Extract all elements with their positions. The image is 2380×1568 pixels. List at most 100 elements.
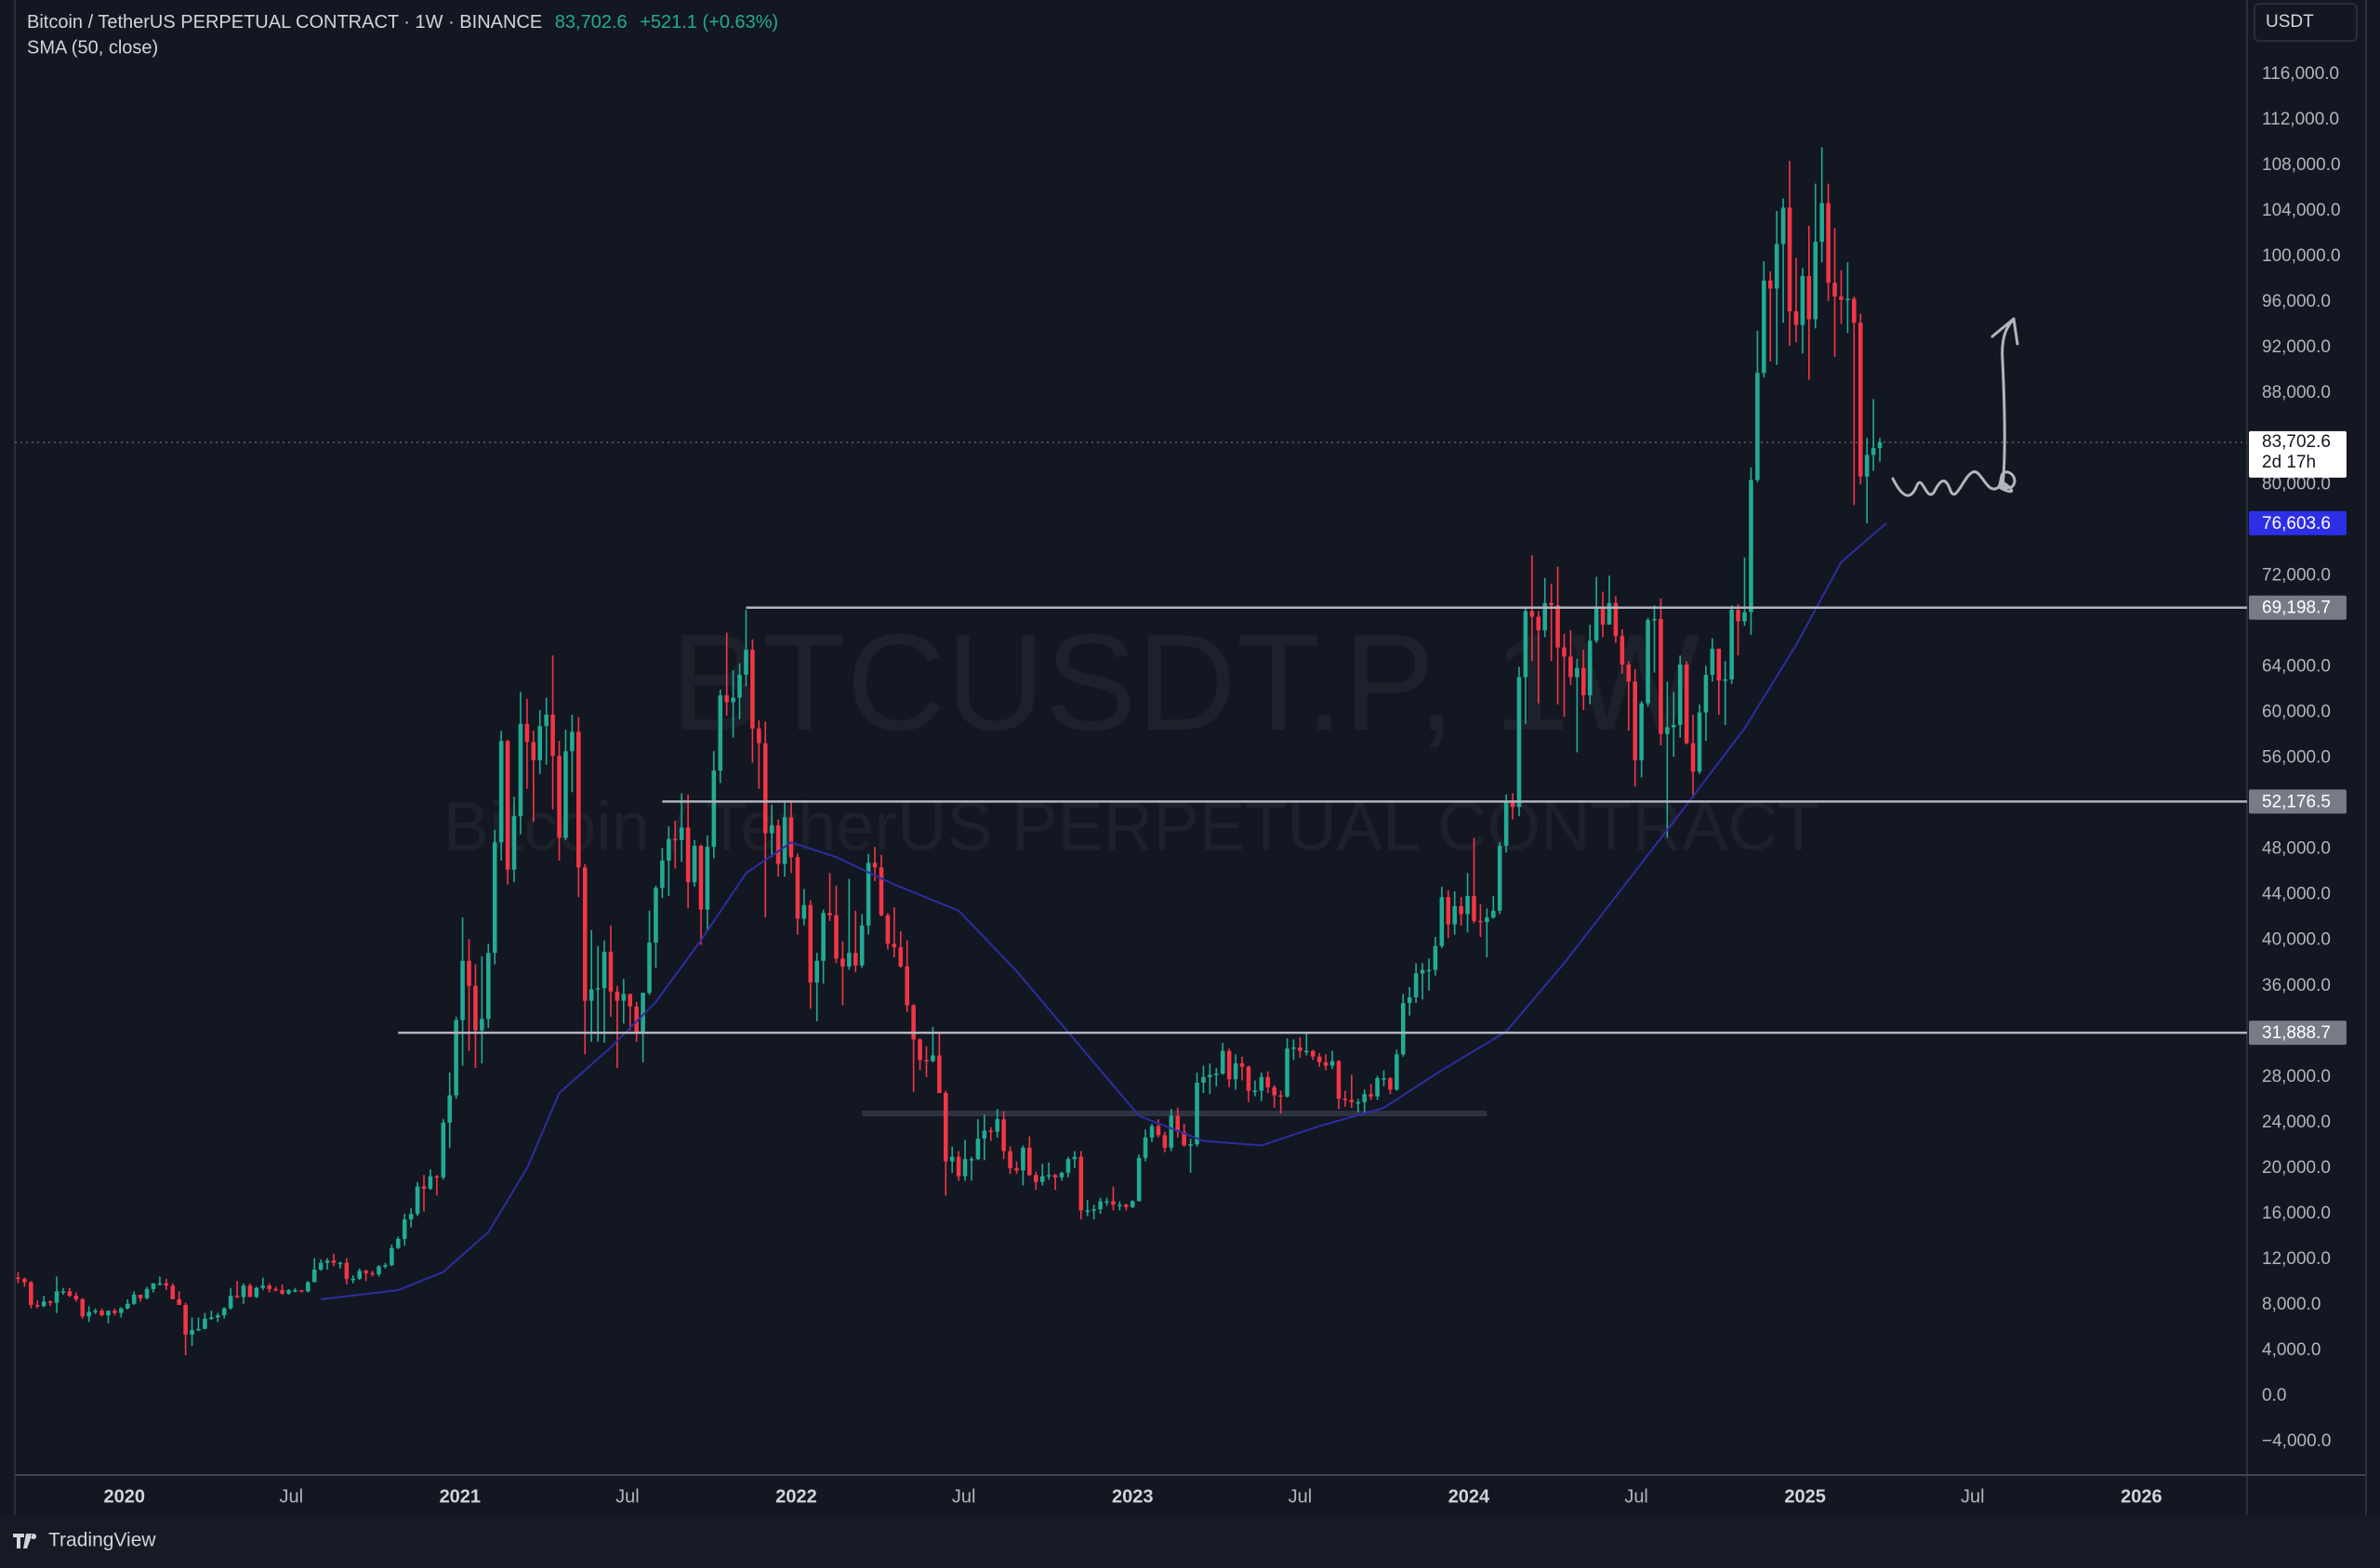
candle-body (350, 1278, 356, 1281)
candle-body (177, 1298, 181, 1306)
brand-logo (13, 1534, 37, 1548)
candle-body (190, 1329, 194, 1335)
candle-body (1201, 1076, 1206, 1083)
candle-body (1826, 203, 1831, 283)
candle-body (1490, 910, 1496, 918)
candle-body (1426, 969, 1432, 972)
y-tick-label: 92,000.0 (2262, 337, 2331, 357)
candle-body (1684, 665, 1689, 744)
candle-body (1580, 667, 1586, 696)
sma-label: 76,603.6 (2262, 514, 2331, 534)
watermark-description: Bitcoin / TetherUS PERPETUAL CONTRACT (443, 788, 1819, 865)
candle-body (1420, 969, 1425, 974)
candle-body (22, 1278, 27, 1283)
candle-body (911, 1005, 916, 1040)
candle-body (1059, 1172, 1064, 1178)
level-label: 69,198.7 (2262, 599, 2331, 618)
candle-body (1485, 917, 1489, 923)
candle-body (679, 827, 684, 840)
price-countdown: 2d 17h (2262, 453, 2316, 472)
candle-body (731, 697, 735, 703)
candle-body (1697, 712, 1702, 772)
x-tick-label: 2024 (1448, 1486, 1490, 1507)
candle-body (1555, 605, 1560, 648)
candle-body (1046, 1175, 1051, 1177)
candle-body (1124, 1205, 1129, 1207)
candle-body (280, 1290, 284, 1294)
candle-body (260, 1285, 266, 1288)
y-tick-label: 64,000.0 (2262, 656, 2331, 676)
candle-body (1259, 1076, 1264, 1091)
candle-body (1446, 897, 1451, 925)
candle-body (1639, 703, 1644, 760)
candle-body (859, 925, 865, 966)
plot (15, 147, 2247, 1355)
candle-body (654, 888, 658, 943)
candle-body (1413, 973, 1419, 997)
y-tick-label: 16,000.0 (2262, 1204, 2331, 1223)
candle-body (467, 960, 471, 986)
level-label: 31,888.7 (2262, 1023, 2331, 1043)
candle-body (1085, 1210, 1091, 1212)
candle-body (1162, 1135, 1168, 1148)
y-tick-label: 24,000.0 (2262, 1113, 2331, 1132)
candle-body (943, 1092, 948, 1162)
candle-body (1478, 920, 1483, 923)
candle-body (377, 1266, 381, 1274)
candle-body (1329, 1061, 1335, 1066)
candle-body (221, 1308, 227, 1316)
candle-body (434, 1176, 440, 1178)
candle-body (866, 863, 871, 926)
candle-body (615, 991, 620, 1001)
candle-body (1806, 275, 1812, 320)
x-tick-label: Jul (1289, 1486, 1313, 1507)
candle-body (1349, 1100, 1355, 1102)
candle-body (931, 1055, 935, 1061)
candle-body (1246, 1066, 1251, 1091)
candle-body (34, 1305, 40, 1307)
candle-body (344, 1262, 350, 1279)
candle-body (164, 1283, 169, 1286)
candle-body (672, 838, 678, 841)
candle-body (396, 1238, 401, 1248)
candle-body (1587, 640, 1593, 696)
candle-body (1278, 1095, 1283, 1097)
candle-body (1014, 1167, 1019, 1171)
candle-body (1710, 648, 1715, 676)
currency-button[interactable] (2254, 3, 2358, 42)
candle-body (1459, 905, 1463, 915)
candle-body (1497, 845, 1502, 911)
y-tick-label: 48,000.0 (2262, 839, 2331, 859)
candle-body (969, 1159, 974, 1161)
candle-body (1323, 1061, 1329, 1066)
currency-label[interactable]: USDT (2266, 12, 2314, 32)
candle-body (1832, 283, 1837, 297)
candle-body (112, 1311, 117, 1313)
candle-body (847, 953, 852, 967)
candle-body (762, 743, 768, 834)
candle-body (885, 915, 891, 944)
candle-body (827, 913, 832, 916)
candle-body (1130, 1201, 1135, 1207)
candle-body (531, 742, 536, 760)
candle-body (853, 953, 858, 966)
y-tick-label: 4,000.0 (2262, 1340, 2320, 1360)
candle-body (267, 1285, 271, 1289)
y-tick-label: 60,000.0 (2262, 703, 2331, 722)
candle-body (1523, 611, 1528, 678)
candle-body (273, 1288, 278, 1291)
candle-body (1382, 1078, 1386, 1080)
candle-body (1575, 667, 1580, 678)
candle-body (183, 1305, 188, 1335)
y-tick-label: 56,000.0 (2262, 748, 2331, 768)
candle-body (537, 726, 543, 760)
candle-body (1188, 1144, 1193, 1146)
candle-body (995, 1119, 1000, 1132)
x-tick-label: Jul (1961, 1486, 1985, 1507)
y-tick-label: 8,000.0 (2262, 1295, 2320, 1314)
candle-body (1034, 1175, 1038, 1182)
y-tick-label: 104,000.0 (2262, 201, 2341, 220)
y-tick-label: 12,000.0 (2262, 1249, 2331, 1269)
candle-body (119, 1308, 124, 1313)
